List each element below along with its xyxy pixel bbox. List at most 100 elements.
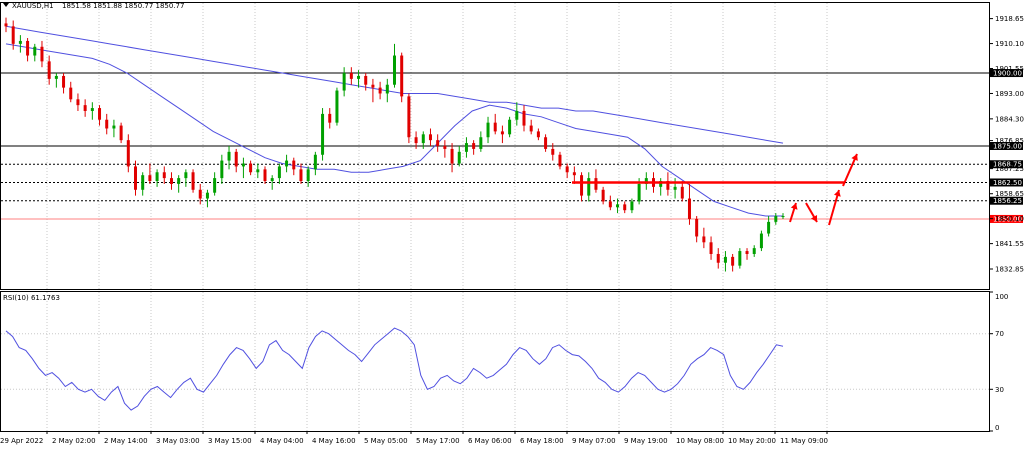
level-price-label: 1868.75	[993, 161, 1022, 169]
candle-body	[709, 242, 713, 254]
candle-body	[752, 248, 756, 254]
candle-body	[306, 169, 310, 182]
time-label: 3 May 15:00	[208, 437, 252, 445]
price-tick-label: 1893.00	[995, 90, 1024, 98]
rsi-series: 100 70 30 0	[1, 291, 1008, 432]
candle-body	[227, 151, 231, 161]
candle-body	[515, 110, 519, 120]
ma-slow-line	[5, 25, 784, 144]
candle-body	[687, 198, 691, 219]
candle-body	[536, 131, 540, 138]
candle-body	[98, 108, 102, 120]
candle-body	[321, 113, 325, 155]
candle-body	[342, 73, 346, 91]
candle-body	[400, 55, 404, 97]
candle-body	[155, 172, 159, 182]
price-tick-label: 1841.55	[995, 240, 1024, 248]
candle-body	[11, 26, 15, 44]
candle-body	[623, 204, 627, 211]
level-price-box	[990, 69, 1023, 78]
candle-body	[731, 256, 735, 266]
candle-body	[414, 137, 418, 144]
candle-body	[673, 186, 677, 190]
rsi-tick-label: 0	[995, 424, 999, 432]
candle-body	[313, 154, 317, 170]
vertical-gridlines	[46, 3, 828, 431]
candle-body	[500, 131, 504, 135]
candle-body	[285, 160, 289, 167]
main-pane	[0, 2, 990, 290]
price-tick-label: 1858.65	[995, 190, 1024, 198]
arrow-head	[810, 215, 818, 222]
level-price-label: 1875.00	[993, 143, 1022, 151]
price-tick-label: 1884.30	[995, 115, 1024, 123]
time-label: 9 May 07:00	[572, 437, 616, 445]
candle-body	[738, 251, 742, 266]
candle-body	[83, 105, 87, 111]
price-tick-label: 1918.65	[995, 15, 1024, 23]
level-price-label: 1856.25	[993, 197, 1022, 205]
candle-body	[558, 154, 562, 167]
candle-body	[270, 178, 274, 182]
candle-body	[177, 178, 181, 184]
time-label: 11 May 09:00	[780, 437, 828, 445]
candle-body	[378, 87, 382, 94]
level-price-box	[990, 196, 1023, 205]
candle-body	[76, 99, 80, 106]
candles	[4, 17, 785, 272]
candle-body	[745, 251, 749, 254]
candle-body	[184, 172, 188, 179]
candle-body	[695, 218, 699, 237]
price-axis: 1918.65 1910.10 1901.55 1893.00 1884.30 1876.…	[989, 15, 1024, 274]
candle-body	[407, 96, 411, 138]
candle-body	[335, 90, 339, 123]
candle-body	[357, 75, 361, 79]
rsi-line	[5, 327, 784, 411]
level-price-box	[990, 214, 1023, 223]
candle-body	[594, 178, 598, 190]
level-price-label: 1900.00	[993, 70, 1022, 78]
candle-body	[580, 175, 584, 196]
time-label: 10 May 20:00	[728, 437, 776, 445]
price-tick-label: 1832.85	[995, 266, 1024, 274]
candle-body	[450, 148, 454, 164]
candle-body	[486, 122, 490, 138]
candle-body	[759, 233, 763, 249]
candle-body	[421, 134, 425, 144]
dropdown-triangle-icon[interactable]	[3, 3, 9, 7]
candle-body	[644, 178, 648, 184]
time-label: 4 May 04:00	[260, 437, 304, 445]
arrow-head	[833, 190, 841, 197]
candle-body	[249, 163, 253, 173]
candle-body	[364, 75, 368, 85]
candle-body	[385, 84, 389, 94]
rsi-tick-label: 70	[995, 330, 1004, 338]
candle-body	[479, 137, 483, 149]
candle-body	[565, 166, 569, 173]
candle-body	[587, 178, 591, 196]
candle-body	[205, 192, 209, 199]
candle-body	[54, 75, 58, 79]
time-label: 29 Apr 2022	[0, 437, 43, 445]
candle-body	[702, 236, 706, 243]
price-tick-label: 1910.10	[995, 40, 1024, 48]
candle-body	[241, 163, 245, 167]
candle-body	[119, 125, 123, 141]
candle-body	[371, 84, 375, 88]
rsi-label: RSI(10) 61.1763	[3, 294, 60, 302]
annotations	[572, 153, 858, 226]
candle-body	[493, 122, 497, 132]
candle-body	[169, 178, 173, 184]
candle-body	[659, 181, 663, 187]
candle-body	[69, 87, 73, 100]
candle-body	[680, 186, 684, 199]
candle-body	[328, 113, 332, 123]
candle-body	[263, 169, 267, 182]
candle-body	[90, 108, 94, 111]
candle-body	[393, 55, 396, 85]
time-label: 6 May 06:00	[468, 437, 512, 445]
candle-body	[26, 40, 30, 56]
candle-body	[464, 143, 468, 152]
